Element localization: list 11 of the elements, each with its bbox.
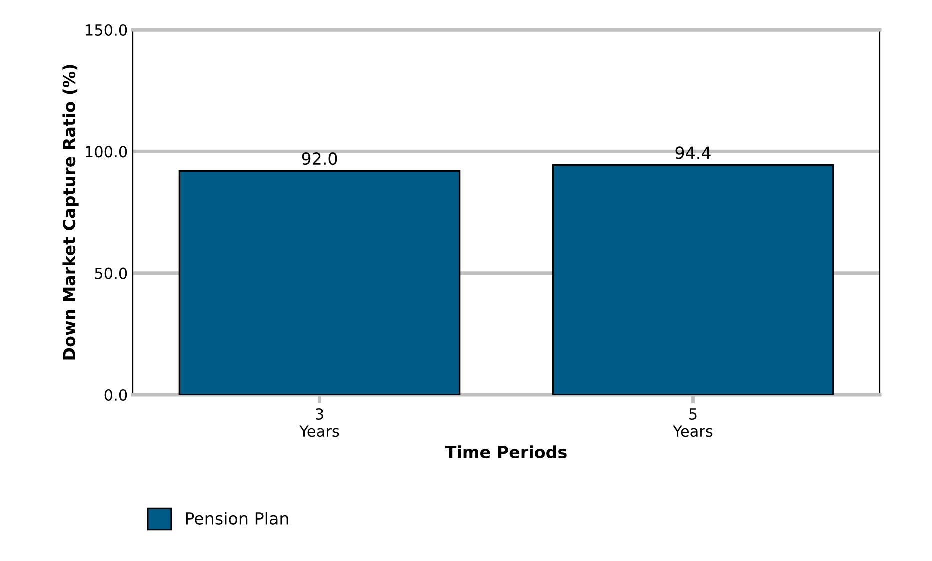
y-tick-label: 50.0 [95, 268, 128, 280]
x-tick-label: 5 Years [673, 408, 713, 438]
x-axis-title: Time Periods [445, 446, 567, 459]
legend-label: Pension Plan [186, 512, 288, 525]
y-tick-label: 0.0 [104, 389, 128, 402]
x-tick-label: 3 Years [300, 408, 340, 438]
data-label: 94.4 [676, 146, 711, 160]
y-tick-label: 150.0 [86, 24, 128, 36]
y-tick-label: 100.0 [86, 146, 128, 158]
data-label: 92.0 [302, 152, 338, 166]
y-axis-title: Down Market Capture Ratio (%) [62, 65, 79, 360]
